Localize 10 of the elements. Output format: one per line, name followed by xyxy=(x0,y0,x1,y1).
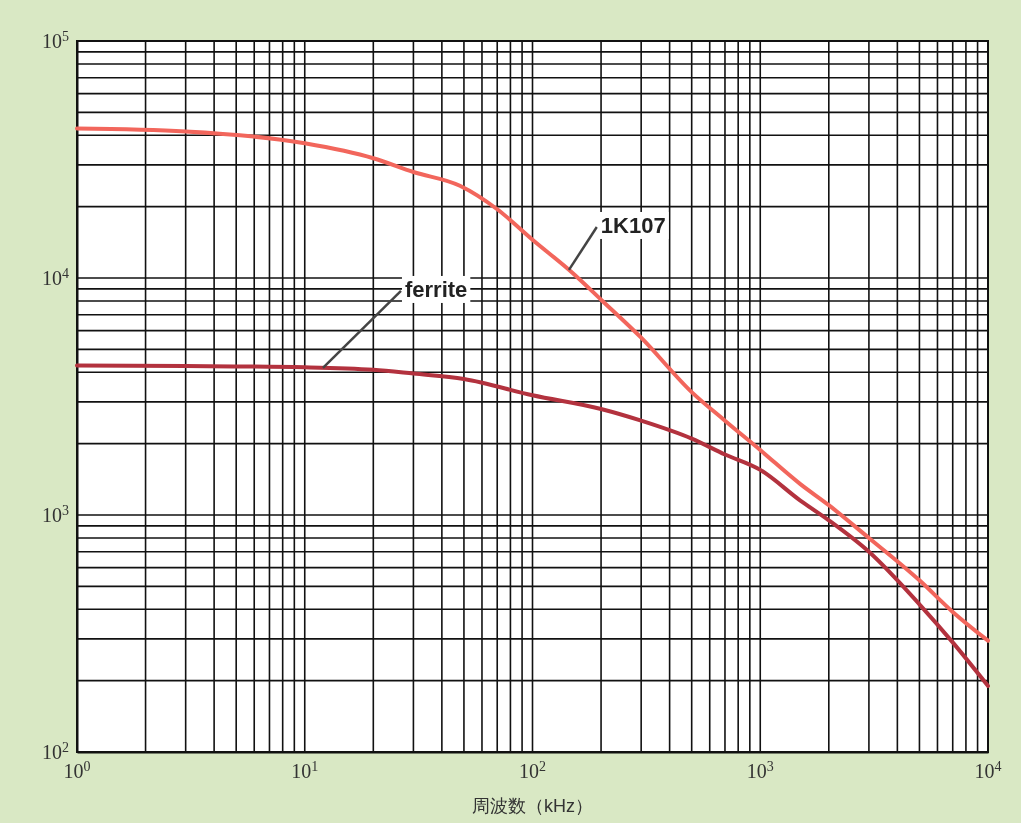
y-tick-label: 10$^{5}$ xyxy=(42,28,69,52)
y-tick-label: 10$^{4}$ xyxy=(42,265,69,289)
x-tick-label: 10$^{3}$ xyxy=(746,758,774,782)
text: ferrite xyxy=(404,276,468,302)
x-axis-title: 周波数（kHz） xyxy=(472,796,593,816)
x-tick-label: 10$^{1}$ xyxy=(291,758,319,782)
x-tick-label: 10$^{4}$ xyxy=(974,758,1002,782)
x-tick-label: 10$^{2}$ xyxy=(519,758,546,782)
text: 1K107 xyxy=(600,212,666,238)
y-tick-label: 10$^{3}$ xyxy=(42,502,69,526)
